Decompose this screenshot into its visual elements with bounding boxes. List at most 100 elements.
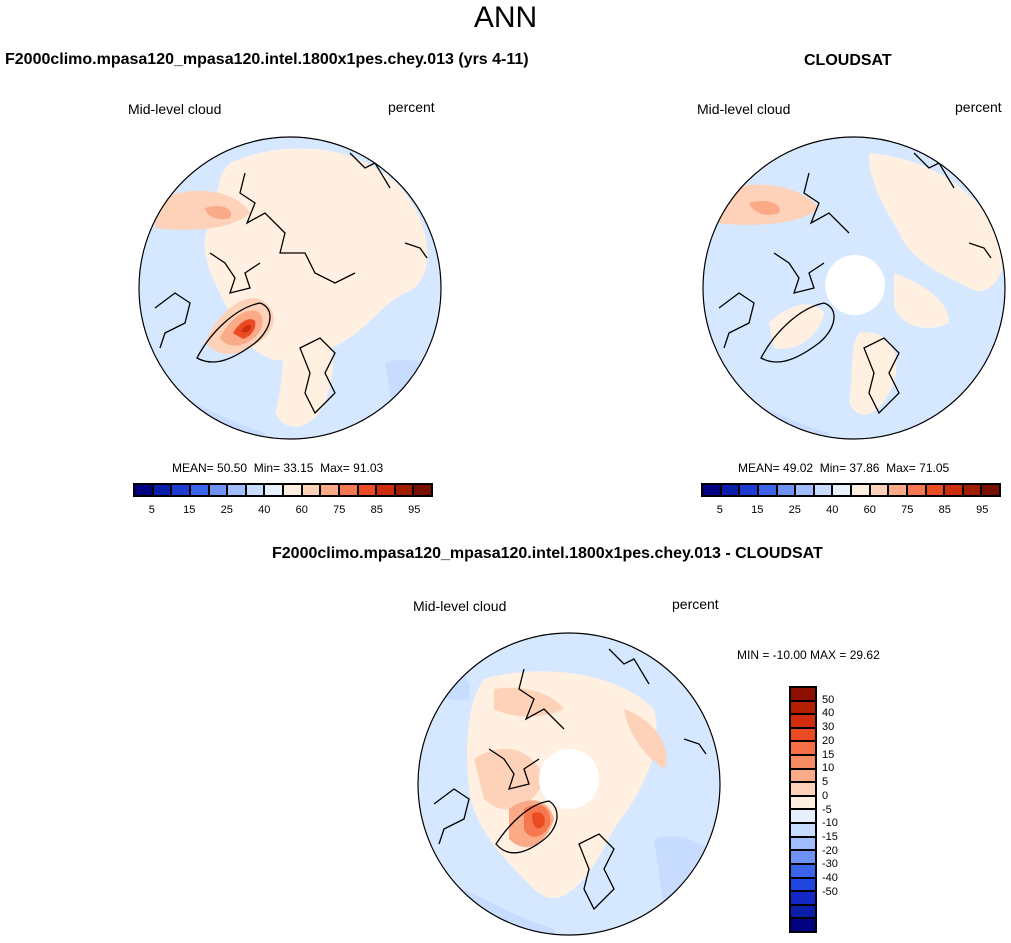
obs-colorbar-tick-label: 85 bbox=[938, 504, 951, 516]
obs-colorbar-swatch bbox=[739, 484, 758, 496]
obs-units-label: percent bbox=[955, 99, 1002, 115]
diff-colorbar-tick-label: 15 bbox=[822, 748, 835, 761]
model-units-label: percent bbox=[388, 99, 435, 115]
model-max-label: Max= bbox=[320, 461, 350, 475]
diff-colorbar-swatch bbox=[790, 823, 816, 837]
diff-colorbar bbox=[789, 686, 817, 933]
model-colorbar-swatch bbox=[283, 484, 302, 496]
diff-panel-title: F2000climo.mpasa120_mpasa120.intel.1800x… bbox=[272, 545, 823, 562]
model-colorbar-swatch bbox=[189, 484, 209, 496]
obs-colorbar-tick-label: 5 bbox=[716, 504, 723, 516]
obs-colorbar-swatch bbox=[702, 484, 721, 496]
model-colorbar-tick-label: 5 bbox=[148, 504, 155, 516]
obs-colorbar-tick-label: 40 bbox=[826, 504, 839, 516]
obs-panel-title: CLOUDSAT bbox=[804, 52, 892, 69]
model-stats: MEAN= 50.50 Min= 33.15 Max= 91.03 bbox=[172, 461, 383, 475]
obs-colorbar-swatch bbox=[888, 484, 907, 496]
obs-mean-label: MEAN= bbox=[738, 461, 780, 475]
obs-colorbar-swatch bbox=[757, 484, 777, 496]
model-colorbar-tick-label: 95 bbox=[408, 504, 421, 516]
obs-polar-map bbox=[702, 136, 1006, 440]
model-colorbar-swatch bbox=[376, 484, 395, 496]
model-colorbar-tick-label: 60 bbox=[295, 504, 308, 516]
diff-polar-map bbox=[417, 632, 721, 936]
obs-colorbar-swatch bbox=[869, 484, 889, 496]
obs-colorbar-swatch bbox=[962, 484, 982, 496]
model-colorbar-tick-label: 25 bbox=[220, 504, 233, 516]
diff-colorbar-swatch bbox=[790, 755, 816, 769]
obs-min-value: 37.86 bbox=[849, 461, 880, 475]
model-colorbar-swatch bbox=[413, 484, 432, 496]
model-colorbar-swatch bbox=[152, 484, 172, 496]
diff-colorbar-tick-label: -30 bbox=[822, 858, 838, 871]
model-mean-label: MEAN= bbox=[172, 461, 214, 475]
model-colorbar-swatch bbox=[171, 484, 190, 496]
diff-variable-label: Mid-level cloud bbox=[413, 598, 507, 614]
diff-colorbar-swatch bbox=[790, 809, 816, 824]
model-colorbar-swatch bbox=[338, 484, 358, 496]
diff-colorbar-swatch bbox=[790, 836, 816, 851]
diff-colorbar-swatch bbox=[790, 782, 816, 796]
diff-colorbar-swatch bbox=[790, 741, 816, 756]
diff-colorbar-tick-label: -20 bbox=[822, 844, 838, 857]
obs-colorbar-swatch bbox=[832, 484, 851, 496]
diff-colorbar-swatch bbox=[790, 714, 816, 728]
obs-colorbar-swatch bbox=[981, 484, 1000, 496]
model-colorbar-tick-label: 40 bbox=[258, 504, 271, 516]
diff-colorbar-ticks: 50 40 30 20 15 10 5 0 -5 -10 -15 -20 -30 -40 -50 bbox=[822, 686, 862, 933]
diff-units-label: percent bbox=[672, 596, 719, 612]
figure-title: ANN bbox=[473, 1, 538, 34]
diff-colorbar-swatch bbox=[790, 768, 816, 783]
obs-colorbar-swatch bbox=[813, 484, 833, 496]
diff-colorbar-tick-label: -10 bbox=[822, 817, 838, 830]
diff-colorbar-tick-label: 0 bbox=[822, 789, 829, 802]
model-colorbar-swatch bbox=[301, 484, 321, 496]
diff-colorbar-swatch bbox=[790, 863, 816, 878]
model-colorbar-tick-label: 85 bbox=[370, 504, 383, 516]
diff-colorbar-swatch bbox=[790, 795, 816, 810]
obs-colorbar-swatch bbox=[776, 484, 796, 496]
obs-mean-value: 49.02 bbox=[783, 461, 814, 475]
diff-colorbar-tick-label: 40 bbox=[822, 707, 835, 720]
obs-colorbar-tick-label: 95 bbox=[976, 504, 989, 516]
diff-colorbar-tick-label: -15 bbox=[822, 830, 838, 843]
model-colorbar-swatch bbox=[208, 484, 228, 496]
diff-colorbar-swatch bbox=[790, 850, 816, 864]
obs-colorbar-swatch bbox=[925, 484, 945, 496]
model-max-value: 91.03 bbox=[353, 461, 384, 475]
diff-colorbar-tick-label: 30 bbox=[822, 721, 835, 734]
diff-colorbar-tick-label: 5 bbox=[822, 776, 829, 789]
diff-colorbar-swatch bbox=[790, 687, 816, 701]
diff-colorbar-tick-label: -5 bbox=[822, 803, 832, 816]
obs-colorbar-swatch bbox=[944, 484, 963, 496]
obs-colorbar bbox=[701, 483, 1001, 497]
model-panel-title: F2000climo.mpasa120_mpasa120.intel.1800x… bbox=[5, 51, 529, 68]
obs-colorbar-swatch bbox=[720, 484, 740, 496]
obs-min-label: Min= bbox=[819, 461, 847, 475]
diff-colorbar-swatch bbox=[790, 891, 816, 905]
obs-colorbar-tick-label: 60 bbox=[863, 504, 876, 516]
model-colorbar-swatch bbox=[227, 484, 246, 496]
model-colorbar bbox=[133, 483, 433, 497]
obs-colorbar-ticks: 5 15 25 40 60 75 85 95 bbox=[701, 504, 1001, 518]
diff-colorbar-swatch bbox=[790, 877, 816, 892]
diff-colorbar-tick-label: 50 bbox=[822, 693, 835, 706]
diff-colorbar-tick-label: -50 bbox=[822, 885, 838, 898]
model-colorbar-swatch bbox=[134, 484, 153, 496]
model-colorbar-swatch bbox=[394, 484, 414, 496]
obs-colorbar-swatch bbox=[851, 484, 870, 496]
model-min-value: 33.15 bbox=[283, 461, 314, 475]
model-colorbar-tick-label: 15 bbox=[183, 504, 196, 516]
diff-colorbar-tick-label: 20 bbox=[822, 734, 835, 747]
diff-colorbar-swatch bbox=[790, 727, 816, 742]
obs-max-label: Max= bbox=[886, 461, 916, 475]
model-polar-map bbox=[138, 136, 442, 440]
diff-colorbar-swatch bbox=[790, 904, 816, 919]
obs-max-value: 71.05 bbox=[919, 461, 950, 475]
model-colorbar-ticks: 5 15 25 40 60 75 85 95 bbox=[133, 504, 433, 518]
diff-colorbar-swatch bbox=[790, 918, 816, 932]
model-colorbar-tick-label: 75 bbox=[333, 504, 346, 516]
model-colorbar-swatch bbox=[320, 484, 339, 496]
obs-variable-label: Mid-level cloud bbox=[697, 101, 791, 117]
obs-colorbar-tick-label: 15 bbox=[751, 504, 764, 516]
